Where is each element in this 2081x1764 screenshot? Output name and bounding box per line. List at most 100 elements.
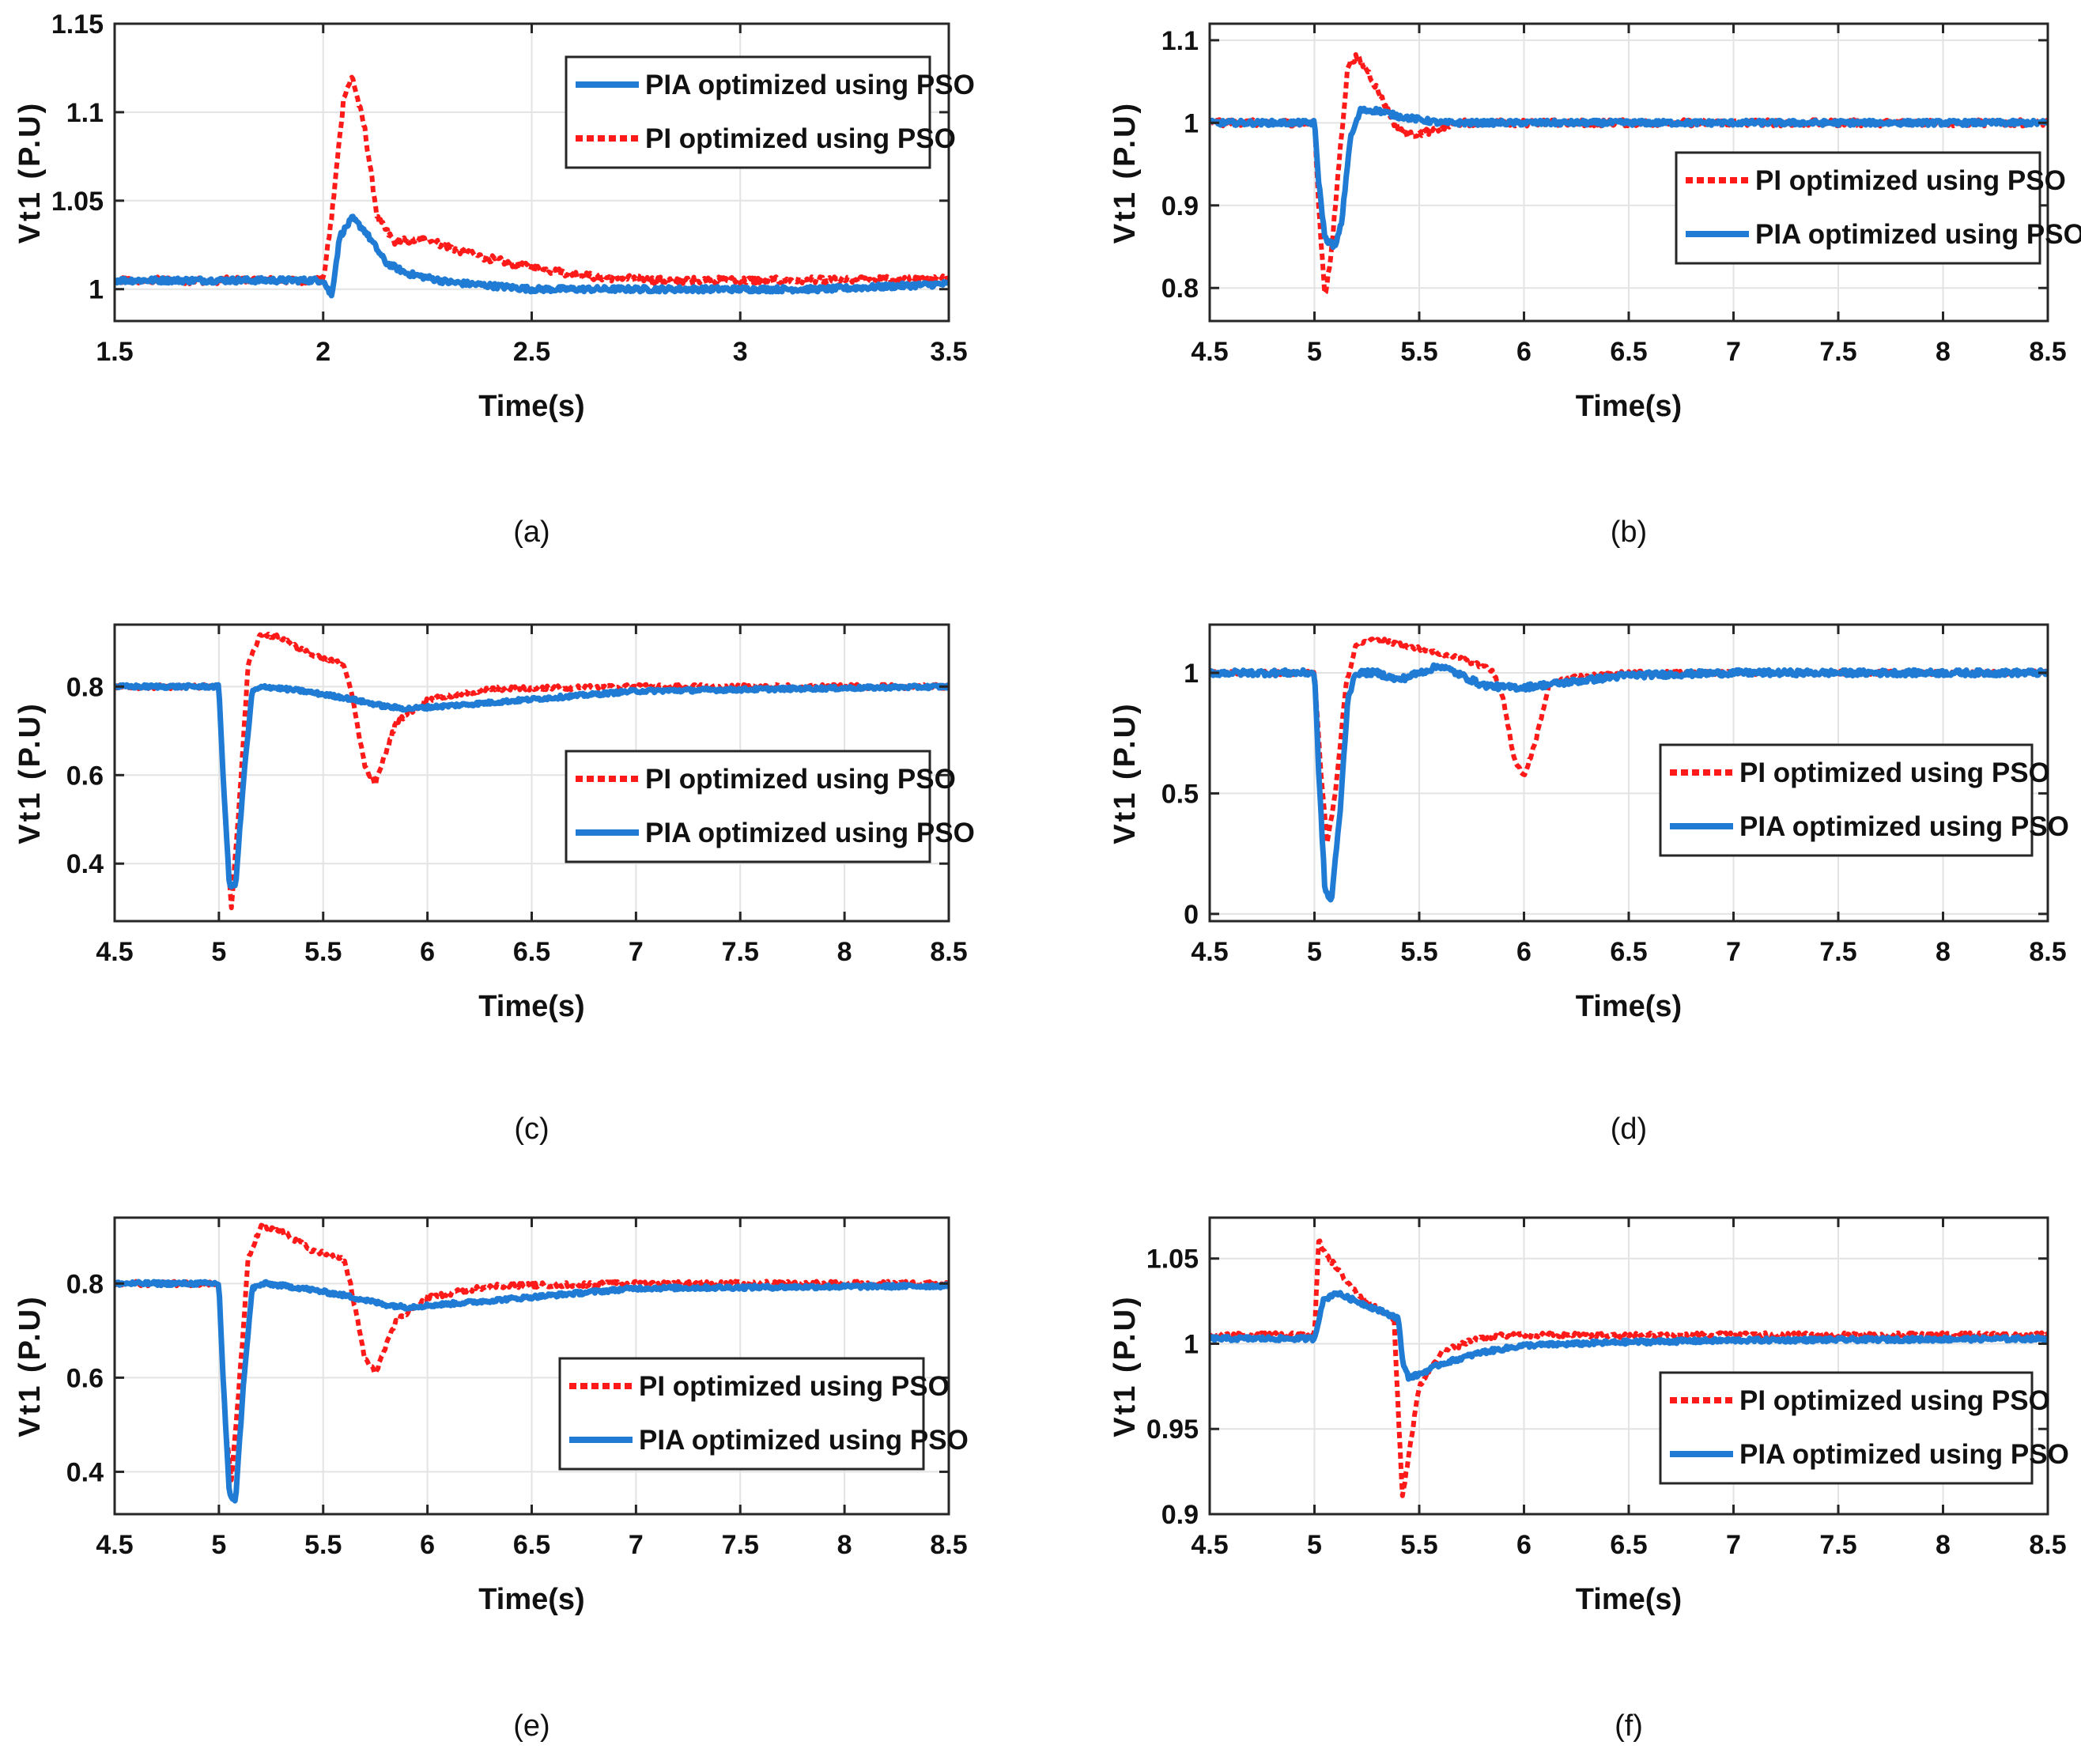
series-line-pia xyxy=(1210,662,2048,903)
x-tick-label: 4.5 xyxy=(1191,1530,1228,1560)
y-tick-label: 0.5 xyxy=(1161,779,1199,809)
series-line-pia xyxy=(1210,105,2048,251)
x-tick-label: 7.5 xyxy=(1819,337,1856,367)
legend-label-pia: PIA optimized using PSO xyxy=(645,818,975,848)
x-tick-label: 7.5 xyxy=(722,1530,759,1560)
y-tick-label: 1.15 xyxy=(51,9,104,40)
y-tick-label: 1 xyxy=(89,275,104,305)
legend: PI optimized using PSO PIA optimized usin… xyxy=(565,750,975,863)
x-tick-label: 4.5 xyxy=(96,937,133,967)
x-tick-label: 7 xyxy=(1726,337,1741,367)
legend-box xyxy=(558,1357,925,1471)
panel-caption: (e) xyxy=(513,1709,550,1743)
y-tick-label: 0.8 xyxy=(66,672,104,702)
series-line-pia xyxy=(115,1279,949,1504)
x-tick-label: 7 xyxy=(1726,1530,1741,1560)
panel-caption: (d) xyxy=(1611,1112,1647,1146)
y-axis-label: Vt1 (P.U) xyxy=(13,101,47,244)
y-tick-label: 1.1 xyxy=(1161,26,1199,56)
x-tick-label: 7.5 xyxy=(1819,1530,1856,1560)
y-axis-label: Vt1 (P.U) xyxy=(13,701,47,844)
legend-label-pia: PIA optimized using PSO xyxy=(1739,811,2069,842)
x-tick-label: 7 xyxy=(629,937,644,967)
x-axis-label: Time(s) xyxy=(478,990,584,1023)
y-tick-label: 0.9 xyxy=(1161,1500,1199,1530)
legend-box xyxy=(565,55,931,169)
x-tick-label: 5 xyxy=(1307,937,1322,967)
x-tick-label: 8 xyxy=(837,937,852,967)
legend-label-pia: PIA optimized using PSO xyxy=(1739,1439,2069,1470)
legend-box xyxy=(565,750,931,863)
chart-panel-a: 1.5 2 2.5 3 3.5 1 1.05 1.1 1.15 Time(s) Vt1 (P.U) (… xyxy=(13,9,975,549)
x-tick-label: 6 xyxy=(420,1530,435,1560)
x-tick-label: 5 xyxy=(211,937,226,967)
y-tick-label: 0.6 xyxy=(66,761,104,791)
x-tick-label: 7 xyxy=(1726,937,1741,967)
x-tick-label: 5.5 xyxy=(1400,337,1437,367)
x-tick-label: 7.5 xyxy=(1819,937,1856,967)
x-tick-label: 5.5 xyxy=(304,937,342,967)
x-tick-label: 8 xyxy=(837,1530,852,1560)
series-line-pi xyxy=(115,1222,949,1483)
y-tick-label: 1 xyxy=(1184,108,1199,138)
y-tick-label: 0 xyxy=(1184,900,1199,930)
x-tick-label: 5 xyxy=(1307,1530,1322,1560)
x-axis-label: Time(s) xyxy=(1576,1583,1682,1616)
x-tick-label: 8.5 xyxy=(2029,337,2066,367)
chart-panel-b: 4.5 5 5.5 6 6.5 7 7.5 8 8.5 0.8 0.9 1 1.1 Time(s) Vt1 … xyxy=(1108,22,2081,549)
legend-label-pi: PI optimized using PSO xyxy=(1739,1385,2050,1416)
x-tick-label: 6 xyxy=(1516,937,1531,967)
x-axis-label: Time(s) xyxy=(1576,390,1682,423)
panel-caption: (b) xyxy=(1611,516,1647,549)
x-tick-label: 4.5 xyxy=(1191,937,1228,967)
x-tick-label: 1.5 xyxy=(96,337,133,367)
x-tick-label: 4.5 xyxy=(1191,337,1228,367)
series-line-pia xyxy=(115,682,949,890)
x-tick-label: 3 xyxy=(733,337,748,367)
x-tick-label: 6.5 xyxy=(1610,337,1647,367)
x-tick-label: 8.5 xyxy=(930,937,967,967)
y-tick-label: 1.1 xyxy=(66,98,104,128)
legend: PIA optimized using PSO PI optimized usin… xyxy=(565,55,975,169)
legend-box xyxy=(1659,743,2034,857)
x-tick-label: 8.5 xyxy=(930,1530,967,1560)
y-tick-label: 1 xyxy=(1184,659,1199,689)
series-line-pi xyxy=(1210,1238,2048,1498)
x-axis-label: Time(s) xyxy=(478,1583,584,1616)
chart-panel-f: 4.5 5 5.5 6 6.5 7 7.5 8 8.5 0.9 0.95 1 1.05 Time(s) Vt… xyxy=(1108,1216,2069,1743)
x-tick-label: 8 xyxy=(1936,937,1951,967)
y-tick-label: 0.9 xyxy=(1161,191,1199,221)
y-axis-label: Vt1 (P.U) xyxy=(13,1294,47,1437)
y-tick-label: 0.8 xyxy=(66,1269,104,1299)
y-tick-label: 0.4 xyxy=(66,1457,104,1487)
legend-label-pi: PI optimized using PSO xyxy=(1755,165,2066,196)
y-axis-label: Vt1 (P.U) xyxy=(1108,1294,1142,1437)
panel-caption: (a) xyxy=(513,516,550,549)
legend: PI optimized using PSO PIA optimized usin… xyxy=(1659,743,2069,857)
y-tick-label: 0.4 xyxy=(66,849,104,879)
x-axis-label: Time(s) xyxy=(1576,990,1682,1023)
y-tick-label: 0.8 xyxy=(1161,274,1199,304)
x-tick-label: 7.5 xyxy=(722,937,759,967)
x-axis-label: Time(s) xyxy=(478,390,584,423)
x-tick-label: 6.5 xyxy=(1610,937,1647,967)
y-tick-label: 0.95 xyxy=(1146,1415,1199,1445)
y-tick-label: 1.05 xyxy=(51,187,104,217)
x-tick-label: 8.5 xyxy=(2029,1530,2066,1560)
x-tick-label: 3.5 xyxy=(930,337,967,367)
x-tick-label: 5 xyxy=(211,1530,226,1560)
x-tick-label: 5.5 xyxy=(1400,937,1437,967)
y-tick-label: 1.05 xyxy=(1146,1245,1199,1275)
legend-label-pi: PI optimized using PSO xyxy=(645,764,956,795)
legend-label-pia: PIA optimized using PSO xyxy=(639,1425,969,1456)
x-tick-label: 2.5 xyxy=(513,337,550,367)
x-tick-label: 2 xyxy=(315,337,330,367)
chart-panel-c: 4.5 5 5.5 6 6.5 7 7.5 8 8.5 0.4 0.6 0.8 Time(s) Vt1 (… xyxy=(13,623,975,1146)
chart-panel-d: 4.5 5 5.5 6 6.5 7 7.5 8 8.5 0 0.5 1 Time(s) Vt1 (P.U)… xyxy=(1108,623,2069,1146)
legend: PI optimized using PSO PIA optimized usin… xyxy=(558,1357,969,1471)
x-tick-label: 6.5 xyxy=(1610,1530,1647,1560)
y-axis-label: Vt1 (P.U) xyxy=(1108,101,1142,244)
x-tick-label: 7 xyxy=(629,1530,644,1560)
x-tick-label: 6.5 xyxy=(513,1530,550,1560)
